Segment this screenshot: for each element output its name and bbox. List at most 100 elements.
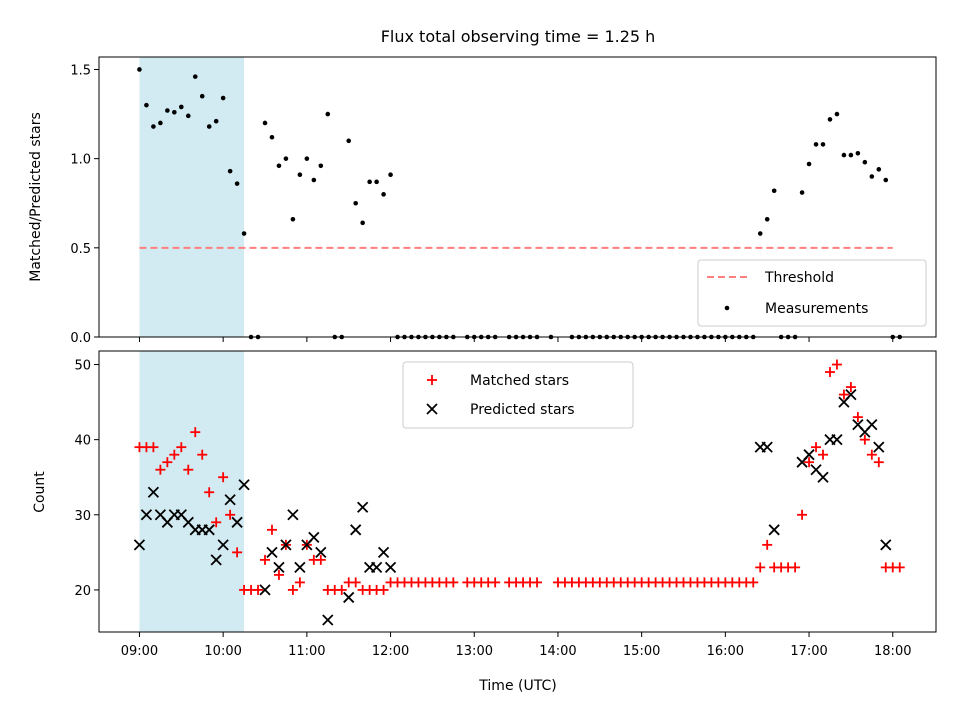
bottom-x-tick-label: 15:00	[623, 644, 660, 659]
measurement-point	[151, 124, 156, 129]
measurement-point	[799, 190, 805, 195]
measurement-point	[862, 159, 868, 165]
top-y-tick-label: 1.5	[70, 63, 91, 78]
measurement-point	[374, 179, 379, 185]
measurement-point	[185, 113, 191, 119]
bottom-x-tick-label: 10:00	[204, 644, 241, 659]
measurement-point	[820, 142, 826, 147]
predicted-star-point	[768, 524, 780, 536]
predicted-star-point	[140, 509, 153, 521]
measurement-point	[813, 142, 819, 147]
predicted-star-point	[831, 434, 843, 446]
measurement-point	[764, 216, 770, 222]
top-shade-rect	[139, 57, 245, 337]
top-plot-frame	[98, 56, 937, 338]
matched-star-point	[448, 577, 459, 588]
measurement-point	[771, 188, 777, 194]
matched-star-point	[260, 554, 271, 565]
measurement-point	[283, 156, 289, 161]
predicted-star-point	[761, 441, 773, 453]
measurement-point	[388, 172, 393, 178]
measurement-point	[144, 102, 149, 108]
matched-star-point	[894, 562, 905, 573]
measurement-point	[269, 134, 275, 140]
predicted-star-point	[370, 561, 383, 574]
matched-star-point	[755, 562, 766, 573]
predicted-star-point	[845, 388, 857, 401]
matched-star-point	[190, 427, 201, 438]
matched-star-point	[176, 442, 187, 453]
bottom-panel: 20 30 40 50 09:00 10:00 11:00 12:00 13:00 14:00 15…	[32, 350, 937, 694]
measurement-point	[241, 231, 247, 236]
measurement-point	[234, 181, 240, 186]
measurement-point	[276, 163, 282, 169]
measurement-point	[346, 138, 352, 144]
matched-star-point	[762, 539, 773, 550]
measurement-point	[199, 93, 205, 99]
predicted-star-point	[308, 531, 320, 543]
measurement-point	[353, 200, 358, 206]
measurement-point	[848, 152, 854, 158]
predicted-star-point	[357, 501, 369, 513]
matched-star-point	[824, 367, 835, 378]
measurement-point	[883, 177, 889, 183]
matched-star-point	[155, 464, 166, 475]
threshold-legend-label: Threshold	[764, 270, 834, 286]
matched-star-point	[169, 449, 180, 460]
measurement-point	[158, 120, 163, 126]
predicted-star-point	[238, 479, 250, 491]
measurement-point	[213, 118, 219, 124]
matched-stars-series	[134, 359, 905, 595]
top-y-tick-label: 0.0	[70, 331, 91, 346]
measurement-point	[834, 111, 840, 117]
bottom-y-axis-label: Count	[32, 471, 48, 513]
matched-star-point	[818, 449, 829, 460]
matched-star-point	[218, 472, 229, 483]
predicted-star-point	[873, 441, 885, 453]
predicted-star-point	[880, 539, 892, 551]
bottom-y-tick-label: 30	[74, 509, 91, 524]
predicted-star-point	[147, 486, 160, 498]
measurement-point	[367, 179, 372, 185]
predicted-star-point	[266, 546, 278, 558]
predicted-star-point	[224, 494, 236, 506]
bottom-x-tick-label: 13:00	[456, 644, 493, 659]
matched-legend-swatch	[427, 375, 437, 385]
x-axis-label: Time (UTC)	[478, 678, 556, 694]
measurements-legend-label: Measurements	[765, 301, 868, 317]
bottom-x-tick-label: 17:00	[790, 644, 827, 659]
matched-star-point	[183, 464, 194, 475]
predicted-star-point	[866, 418, 878, 431]
bottom-y-tick-label: 20	[74, 584, 91, 599]
measurement-point	[137, 67, 142, 72]
measurement-point	[179, 104, 184, 110]
measurements-legend-swatch	[724, 305, 730, 311]
predicted-star-point	[384, 561, 397, 574]
top-axes: 0.0 0.5 1.0 1.5	[70, 56, 937, 346]
predicted-star-point	[231, 516, 243, 528]
predicted-star-point	[817, 471, 829, 483]
top-y-tick-label: 0.5	[70, 242, 91, 257]
matched-star-point	[225, 509, 236, 520]
measurement-point	[172, 109, 177, 115]
matched-star-point	[204, 487, 215, 498]
measurement-point	[757, 231, 763, 236]
measurement-point	[311, 177, 317, 183]
matched-star-point	[315, 554, 326, 565]
measurement-point	[869, 174, 875, 179]
matched-star-point	[532, 577, 543, 588]
predicted-star-point	[322, 614, 334, 626]
bottom-x-tick-label: 11:00	[288, 644, 325, 659]
predicted-star-point	[294, 561, 306, 574]
matched-star-point	[273, 569, 284, 580]
measurement-point	[192, 74, 198, 79]
matched-star-point	[873, 457, 884, 468]
matched-star-point	[804, 457, 815, 468]
matched-star-point	[287, 584, 298, 595]
predicted-star-point	[803, 449, 815, 461]
measurement-point	[318, 163, 324, 169]
measurement-point	[297, 172, 303, 178]
bottom-legend-box	[402, 361, 634, 429]
matched-star-point	[838, 389, 849, 400]
